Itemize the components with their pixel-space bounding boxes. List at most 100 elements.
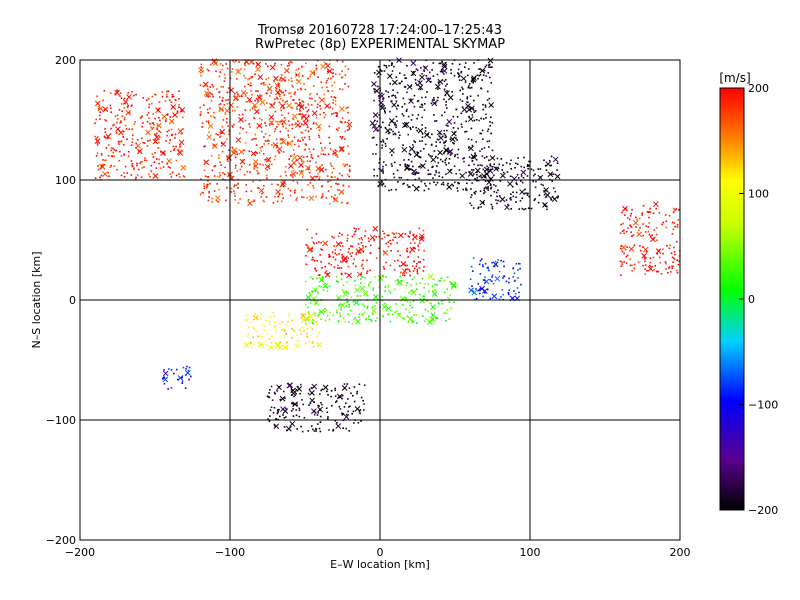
scatter-cross — [303, 116, 310, 122]
scatter-dot — [140, 117, 142, 119]
scatter-dot — [229, 77, 232, 80]
scatter-dot — [262, 83, 265, 86]
scatter-dot — [406, 164, 409, 166]
scatter-dot — [417, 172, 420, 174]
scatter-dot — [112, 124, 114, 127]
scatter-dot — [412, 165, 414, 168]
scatter-dot — [468, 68, 470, 70]
scatter-dot — [301, 118, 303, 120]
scatter-dot — [223, 173, 226, 175]
scatter-dot — [346, 280, 348, 283]
scatter-dot — [248, 77, 251, 80]
scatter-dot — [149, 139, 151, 142]
scatter-dot — [260, 118, 263, 121]
scatter-dot — [422, 229, 425, 232]
scatter-dot — [327, 153, 330, 155]
scatter-dot — [207, 121, 210, 124]
scatter-dot — [292, 408, 294, 410]
scatter-dot — [274, 130, 276, 133]
scatter-dot — [619, 232, 622, 235]
scatter-dot — [621, 250, 624, 253]
scatter-dot — [222, 119, 225, 121]
scatter-cross — [519, 189, 525, 195]
scatter-dot — [642, 204, 645, 207]
scatter-dot — [439, 158, 442, 161]
scatter-dot — [219, 103, 222, 105]
scatter-dot — [387, 286, 390, 288]
scatter-dot — [178, 97, 180, 100]
scatter-dot — [495, 199, 497, 201]
scatter-dot — [211, 200, 213, 203]
scatter-dot — [119, 92, 122, 94]
scatter-dot — [352, 300, 355, 303]
scatter-dot — [218, 176, 221, 178]
scatter-dot — [629, 215, 632, 217]
scatter-cross — [332, 196, 339, 203]
scatter-dot — [254, 99, 256, 102]
scatter-dot — [151, 102, 153, 105]
scatter-dot — [237, 68, 239, 71]
scatter-dot — [114, 92, 117, 95]
scatter-dot — [202, 104, 205, 107]
scatter-dot — [264, 122, 266, 124]
colorbar-tick-label: 0 — [748, 293, 755, 306]
scatter-dot — [499, 200, 502, 203]
scatter-dot — [292, 86, 294, 88]
scatter-dot — [264, 325, 267, 328]
scatter-dot — [137, 150, 140, 152]
scatter-dot — [279, 120, 281, 123]
scatter-dot — [206, 185, 209, 188]
scatter-cross — [276, 384, 282, 391]
scatter-dot — [411, 289, 413, 292]
scatter-dot — [413, 314, 415, 316]
scatter-dot — [472, 207, 475, 209]
scatter-dot — [657, 270, 659, 273]
scatter-dot — [648, 216, 650, 219]
scatter-cross — [280, 406, 286, 413]
scatter-dot — [489, 66, 492, 68]
scatter-cross — [402, 122, 408, 129]
scatter-dot — [186, 365, 188, 368]
scatter-dot — [356, 390, 359, 393]
scatter-dot — [477, 179, 480, 182]
scatter-dot — [267, 139, 269, 141]
scatter-dot — [413, 94, 416, 97]
scatter-dot — [203, 185, 206, 188]
scatter-cross — [389, 147, 395, 154]
scatter-dot — [652, 212, 655, 215]
scatter-dot — [485, 155, 488, 158]
scatter-dot — [103, 89, 106, 92]
scatter-dot — [127, 104, 129, 107]
scatter-dot — [488, 64, 490, 66]
scatter-dot — [97, 136, 99, 138]
scatter-dot — [510, 198, 512, 201]
scatter-dot — [211, 197, 213, 200]
scatter-dot — [376, 175, 379, 177]
scatter-dot — [355, 228, 358, 230]
scatter-dot — [173, 147, 176, 150]
scatter-dot — [443, 98, 445, 101]
scatter-cross — [276, 146, 283, 152]
scatter-cross — [471, 75, 477, 81]
scatter-dot — [350, 255, 353, 257]
scatter-dot — [447, 296, 449, 299]
scatter-dot — [105, 159, 107, 162]
scatter-dot — [139, 162, 141, 165]
scatter-dot — [457, 148, 460, 151]
scatter-dot — [414, 78, 417, 81]
scatter-dot — [326, 411, 329, 414]
scatter-dot — [318, 96, 321, 99]
scatter-dot — [623, 252, 625, 255]
scatter-dot — [311, 258, 313, 261]
scatter-dot — [474, 177, 476, 180]
scatter-dot — [437, 161, 440, 164]
scatter-dot — [632, 234, 635, 236]
scatter-cross — [355, 318, 361, 325]
scatter-dot — [288, 158, 291, 160]
scatter-cross — [377, 275, 384, 281]
scatter-dot — [410, 284, 412, 287]
scatter-dot — [265, 92, 268, 94]
scatter-dot — [431, 155, 433, 158]
scatter-dot — [181, 382, 184, 384]
scatter-cross — [177, 128, 184, 135]
